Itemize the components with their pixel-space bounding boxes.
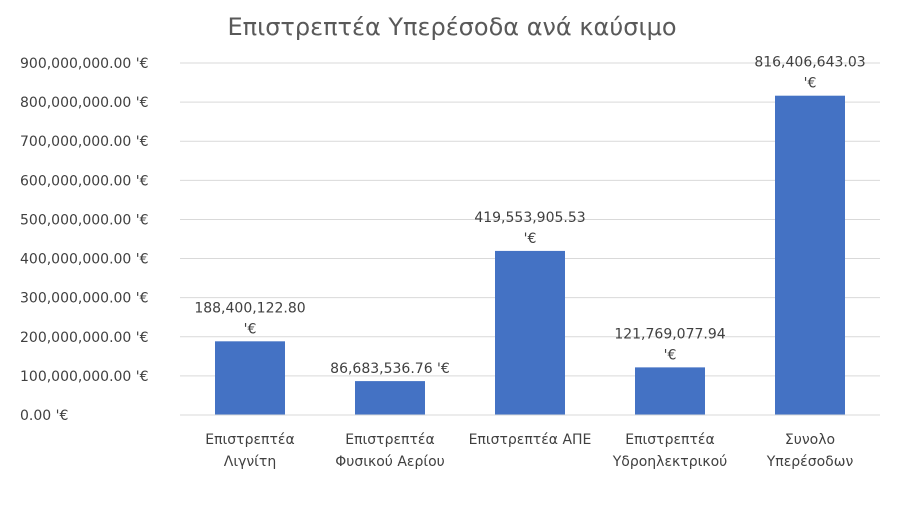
y-tick-label: 700,000,000.00 '€ xyxy=(20,134,149,150)
data-label: '€ xyxy=(244,321,257,337)
data-label: 188,400,122.80 xyxy=(194,300,305,316)
x-category-label: Υπερέσοδων xyxy=(766,454,854,470)
data-label: '€ xyxy=(804,76,817,92)
x-category-label: Συνολο xyxy=(785,432,835,448)
y-tick-label: 400,000,000.00 '€ xyxy=(20,252,149,268)
data-label: '€ xyxy=(664,347,677,363)
y-tick-label: 200,000,000.00 '€ xyxy=(20,330,149,346)
x-category-label: Επιστρεπτέα xyxy=(625,432,714,448)
x-category-label: Επιστρεπτέα xyxy=(205,432,294,448)
y-tick-label: 900,000,000.00 '€ xyxy=(20,56,149,72)
bar xyxy=(355,381,425,415)
x-category-label: Λιγνίτη xyxy=(224,454,276,470)
y-tick-label: 500,000,000.00 '€ xyxy=(20,212,149,228)
data-label: 816,406,643.03 xyxy=(754,55,865,71)
chart-title: Επιστρεπτέα Υπερέσοδα ανά καύσιμο xyxy=(227,13,676,41)
x-category-label: Φυσικού Αερίου xyxy=(335,454,445,470)
y-tick-label: 300,000,000.00 '€ xyxy=(20,291,149,307)
data-label: 121,769,077.94 xyxy=(614,326,725,342)
x-category-label: Επιστρεπτέα xyxy=(345,432,434,448)
bar xyxy=(495,250,565,415)
y-tick-label: 600,000,000.00 '€ xyxy=(20,173,149,189)
x-category-label: Υδροηλεκτρικού xyxy=(612,454,728,470)
y-tick-label: 800,000,000.00 '€ xyxy=(20,95,149,111)
bar xyxy=(635,367,705,415)
data-label: 419,553,905.53 xyxy=(474,210,585,226)
x-category-label: Επιστρεπτέα ΑΠΕ xyxy=(469,432,592,448)
bar xyxy=(215,341,285,415)
bar xyxy=(775,95,845,416)
y-tick-label: 0.00 '€ xyxy=(20,408,68,424)
data-label: 86,683,536.76 '€ xyxy=(330,361,450,377)
data-label: '€ xyxy=(524,231,537,247)
y-tick-label: 100,000,000.00 '€ xyxy=(20,369,149,385)
